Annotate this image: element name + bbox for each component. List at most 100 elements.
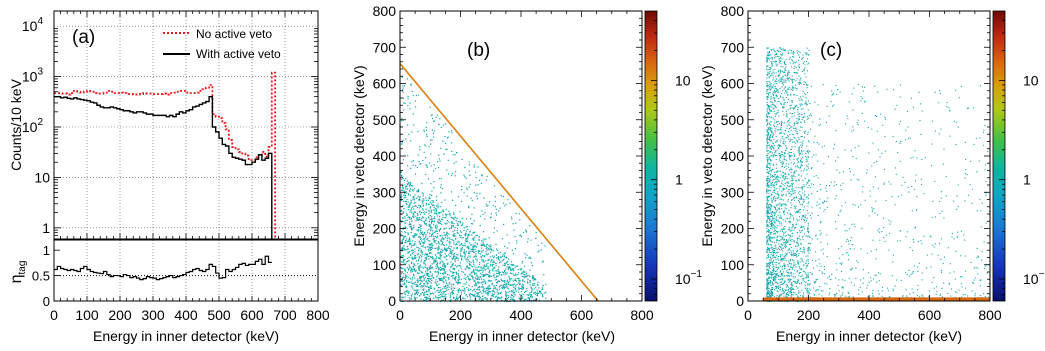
data-point	[799, 193, 801, 195]
data-point	[488, 266, 490, 268]
data-point	[405, 203, 407, 205]
data-point	[437, 257, 440, 259]
data-point	[789, 155, 791, 157]
data-point	[403, 276, 405, 278]
data-point	[498, 271, 501, 274]
data-point	[437, 266, 439, 268]
data-point	[415, 269, 417, 271]
data-point	[537, 284, 539, 287]
data-point	[783, 255, 785, 257]
data-point	[801, 217, 803, 219]
data-point	[793, 277, 795, 279]
data-point	[448, 210, 450, 212]
data-point	[772, 279, 774, 281]
data-point	[805, 97, 807, 99]
data-point	[526, 254, 528, 256]
data-point	[778, 97, 780, 100]
data-point	[798, 187, 800, 189]
data-point	[773, 217, 775, 219]
data-point	[788, 173, 790, 175]
data-point	[411, 279, 413, 281]
data-point	[766, 117, 768, 119]
data-point	[405, 138, 407, 140]
data-point	[435, 210, 437, 213]
data-point	[423, 213, 426, 215]
data-point	[794, 176, 796, 178]
data-point	[799, 261, 801, 263]
data-point	[423, 274, 426, 276]
data-point	[784, 75, 787, 77]
data-point	[807, 229, 809, 231]
data-point	[786, 79, 788, 81]
data-point	[801, 229, 803, 232]
data-point	[790, 171, 792, 173]
data-point	[804, 52, 806, 54]
panel-b-x-tick-labels: 0 200 400 600 800	[396, 307, 654, 323]
data-point	[788, 154, 790, 156]
data-point	[423, 217, 425, 219]
data-point	[791, 238, 793, 241]
data-point	[788, 269, 790, 271]
data-point	[425, 204, 428, 206]
data-point	[419, 283, 421, 285]
data-point	[769, 109, 771, 111]
data-point	[774, 90, 776, 92]
data-point	[431, 266, 433, 268]
data-point	[780, 218, 782, 220]
data-point	[439, 277, 441, 280]
data-point	[807, 276, 809, 279]
data-point	[412, 206, 414, 208]
data-point	[780, 216, 782, 218]
data-point	[774, 211, 776, 213]
data-point	[776, 55, 778, 57]
data-point	[800, 141, 802, 143]
data-point	[806, 116, 808, 118]
data-point	[768, 238, 770, 240]
data-point	[766, 134, 768, 136]
data-point	[472, 278, 474, 280]
data-point	[787, 285, 789, 287]
data-point	[770, 261, 772, 263]
data-point	[428, 280, 430, 282]
data-point	[776, 126, 778, 128]
data-point	[801, 104, 803, 106]
data-point	[412, 235, 414, 237]
data-point	[791, 255, 793, 257]
data-point	[787, 181, 789, 183]
data-point	[419, 236, 421, 238]
data-point	[452, 267, 454, 269]
data-point	[790, 88, 792, 90]
data-point	[458, 278, 460, 281]
data-point	[770, 240, 772, 242]
data-point	[408, 276, 410, 279]
data-point	[498, 262, 501, 264]
data-point	[767, 229, 769, 231]
data-point	[467, 252, 470, 254]
data-point	[515, 290, 518, 292]
data-point	[768, 192, 770, 194]
data-point	[437, 235, 439, 237]
data-point	[441, 299, 443, 301]
data-point	[777, 274, 779, 276]
data-point	[441, 187, 443, 190]
data-point	[437, 298, 439, 300]
data-point	[779, 204, 781, 206]
data-point	[804, 103, 806, 105]
data-point	[798, 117, 800, 119]
y-tick-label: 103	[22, 67, 44, 85]
colorbar-tick-label: 10	[675, 72, 691, 88]
data-point	[767, 106, 769, 108]
data-point	[448, 221, 450, 223]
data-point	[401, 175, 403, 177]
data-point	[450, 221, 453, 223]
data-point	[786, 239, 788, 242]
data-point	[439, 297, 441, 299]
data-point	[467, 288, 470, 290]
data-point	[775, 180, 777, 183]
data-point	[519, 280, 521, 282]
data-point	[455, 277, 457, 279]
data-point	[440, 279, 442, 281]
data-point	[452, 249, 454, 251]
data-point	[416, 229, 418, 231]
data-point	[456, 231, 459, 234]
